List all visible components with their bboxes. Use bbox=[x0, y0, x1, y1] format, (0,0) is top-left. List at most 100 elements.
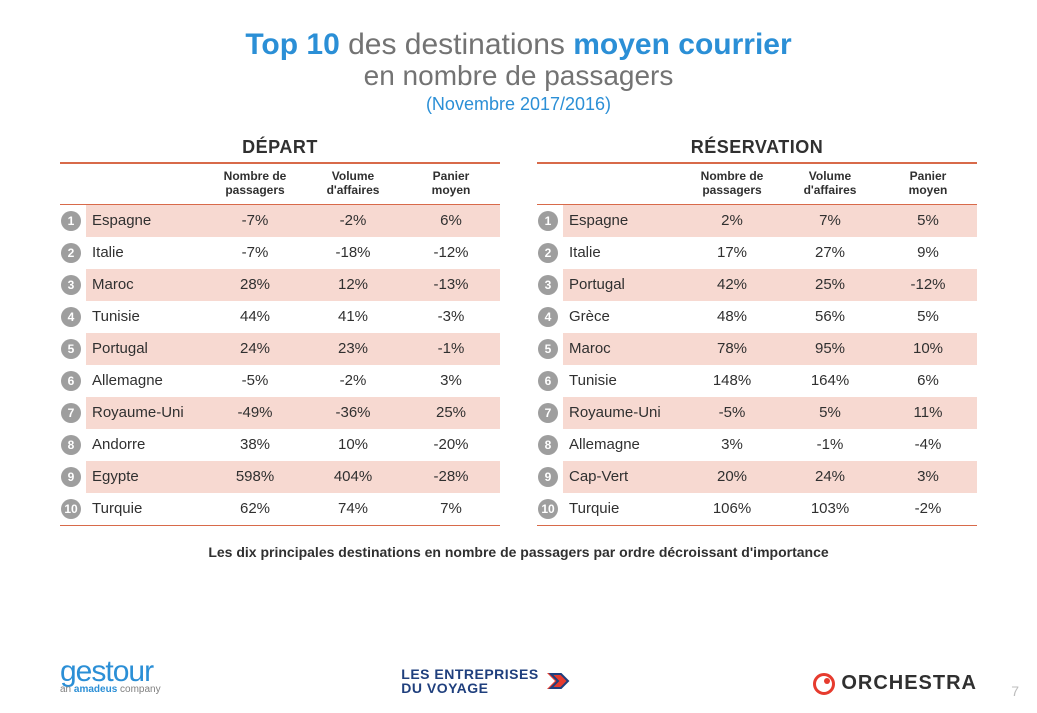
col-header-basket: Paniermoyen bbox=[879, 164, 977, 204]
volume-cell: 5% bbox=[781, 397, 879, 429]
gestour-sub-brand: amadeus bbox=[74, 684, 117, 695]
tbl-depart-grid: Nombre depassagersVolumed'affairesPanier… bbox=[60, 164, 500, 525]
rank-badge: 10 bbox=[61, 499, 81, 519]
tbl-reservation-grid: Nombre depassagersVolumed'affairesPanier… bbox=[537, 164, 977, 525]
orchestra-mark-icon bbox=[813, 673, 835, 695]
table-bottom-rule bbox=[60, 525, 500, 526]
table-row: 7Royaume-Uni-5%5%11% bbox=[537, 397, 977, 429]
rank-cell: 4 bbox=[60, 301, 86, 333]
destination-cell: Tunisie bbox=[563, 365, 683, 397]
title-top10: Top 10 bbox=[245, 28, 339, 61]
basket-cell: -3% bbox=[402, 301, 500, 333]
basket-cell: 10% bbox=[879, 333, 977, 365]
destination-cell: Allemagne bbox=[86, 365, 206, 397]
logo-orchestra: ORCHESTRA bbox=[813, 672, 977, 695]
volume-cell: 25% bbox=[781, 269, 879, 301]
table-row: 2Italie-7%-18%-12% bbox=[60, 237, 500, 269]
rank-cell: 1 bbox=[537, 204, 563, 237]
rank-cell: 10 bbox=[60, 493, 86, 525]
logo-gestour: gestour an amadeus company bbox=[60, 657, 161, 695]
table-row: 10Turquie106%103%-2% bbox=[537, 493, 977, 525]
tbl-reservation-title: RÉSERVATION bbox=[537, 137, 977, 164]
rank-badge: 4 bbox=[538, 307, 558, 327]
rank-cell: 2 bbox=[537, 237, 563, 269]
slide-page: Top 10 des destinations moyen courrier e… bbox=[0, 0, 1037, 713]
volume-cell: 404% bbox=[304, 461, 402, 493]
volume-cell: 24% bbox=[781, 461, 879, 493]
destination-cell: Cap-Vert bbox=[563, 461, 683, 493]
passengers-cell: 148% bbox=[683, 365, 781, 397]
basket-cell: -12% bbox=[879, 269, 977, 301]
destination-cell: Espagne bbox=[86, 204, 206, 237]
passengers-cell: -5% bbox=[206, 365, 304, 397]
rank-badge: 5 bbox=[61, 339, 81, 359]
table-row: 8Allemagne3%-1%-4% bbox=[537, 429, 977, 461]
volume-cell: -1% bbox=[781, 429, 879, 461]
table-row: 9Cap-Vert20%24%3% bbox=[537, 461, 977, 493]
gestour-sub-prefix: an bbox=[60, 684, 74, 695]
gestour-wordmark: gestour bbox=[60, 657, 153, 687]
volume-cell: 95% bbox=[781, 333, 879, 365]
destination-cell: Royaume-Uni bbox=[86, 397, 206, 429]
col-header-destination bbox=[86, 164, 206, 204]
rank-badge: 4 bbox=[61, 307, 81, 327]
passengers-cell: 24% bbox=[206, 333, 304, 365]
passengers-cell: 38% bbox=[206, 429, 304, 461]
col-header-passengers: Nombre depassagers bbox=[206, 164, 304, 204]
volume-cell: 164% bbox=[781, 365, 879, 397]
destination-cell: Tunisie bbox=[86, 301, 206, 333]
gestour-subline: an amadeus company bbox=[60, 685, 161, 695]
rank-cell: 2 bbox=[60, 237, 86, 269]
table-row: 3Maroc28%12%-13% bbox=[60, 269, 500, 301]
destination-cell: Egypte bbox=[86, 461, 206, 493]
passengers-cell: 44% bbox=[206, 301, 304, 333]
rank-cell: 6 bbox=[537, 365, 563, 397]
volume-cell: -18% bbox=[304, 237, 402, 269]
title-mid: des destinations bbox=[340, 28, 573, 61]
volume-cell: -2% bbox=[304, 365, 402, 397]
rank-badge: 7 bbox=[538, 403, 558, 423]
volume-cell: 7% bbox=[781, 204, 879, 237]
destination-cell: Italie bbox=[563, 237, 683, 269]
rank-cell: 3 bbox=[537, 269, 563, 301]
rank-badge: 2 bbox=[61, 243, 81, 263]
destination-cell: Allemagne bbox=[563, 429, 683, 461]
table-bottom-rule bbox=[537, 525, 977, 526]
rank-badge: 1 bbox=[61, 211, 81, 231]
passengers-cell: -49% bbox=[206, 397, 304, 429]
passengers-cell: 598% bbox=[206, 461, 304, 493]
basket-cell: 6% bbox=[402, 204, 500, 237]
table-row: 7Royaume-Uni-49%-36%25% bbox=[60, 397, 500, 429]
destination-cell: Portugal bbox=[563, 269, 683, 301]
footer-logos: gestour an amadeus company LES ENTREPRIS… bbox=[60, 657, 977, 695]
destination-cell: Maroc bbox=[563, 333, 683, 365]
table-row: 5Maroc78%95%10% bbox=[537, 333, 977, 365]
passengers-cell: 20% bbox=[683, 461, 781, 493]
basket-cell: -4% bbox=[879, 429, 977, 461]
rank-badge: 10 bbox=[538, 499, 558, 519]
rank-cell: 8 bbox=[60, 429, 86, 461]
table-row: 8Andorre38%10%-20% bbox=[60, 429, 500, 461]
depart-table: DÉPART Nombre depassagersVolumed'affaire… bbox=[60, 137, 500, 526]
basket-cell: 5% bbox=[879, 204, 977, 237]
destination-cell: Maroc bbox=[86, 269, 206, 301]
volume-cell: -2% bbox=[304, 204, 402, 237]
destination-cell: Royaume-Uni bbox=[563, 397, 683, 429]
rank-cell: 8 bbox=[537, 429, 563, 461]
table-row: 2Italie17%27%9% bbox=[537, 237, 977, 269]
edv-text: LES ENTREPRISES DU VOYAGE bbox=[401, 667, 538, 695]
table-row: 4Grèce48%56%5% bbox=[537, 301, 977, 333]
title-period: (Novembre 2017/2016) bbox=[60, 94, 977, 115]
destination-cell: Italie bbox=[86, 237, 206, 269]
edv-arrow-icon bbox=[545, 670, 573, 692]
rank-cell: 5 bbox=[537, 333, 563, 365]
basket-cell: 9% bbox=[879, 237, 977, 269]
passengers-cell: 78% bbox=[683, 333, 781, 365]
passengers-cell: 42% bbox=[683, 269, 781, 301]
basket-cell: 6% bbox=[879, 365, 977, 397]
rank-cell: 4 bbox=[537, 301, 563, 333]
col-header-rank bbox=[537, 164, 563, 204]
rank-cell: 9 bbox=[537, 461, 563, 493]
logo-entreprises-du-voyage: LES ENTREPRISES DU VOYAGE bbox=[401, 667, 572, 695]
col-header-rank bbox=[60, 164, 86, 204]
